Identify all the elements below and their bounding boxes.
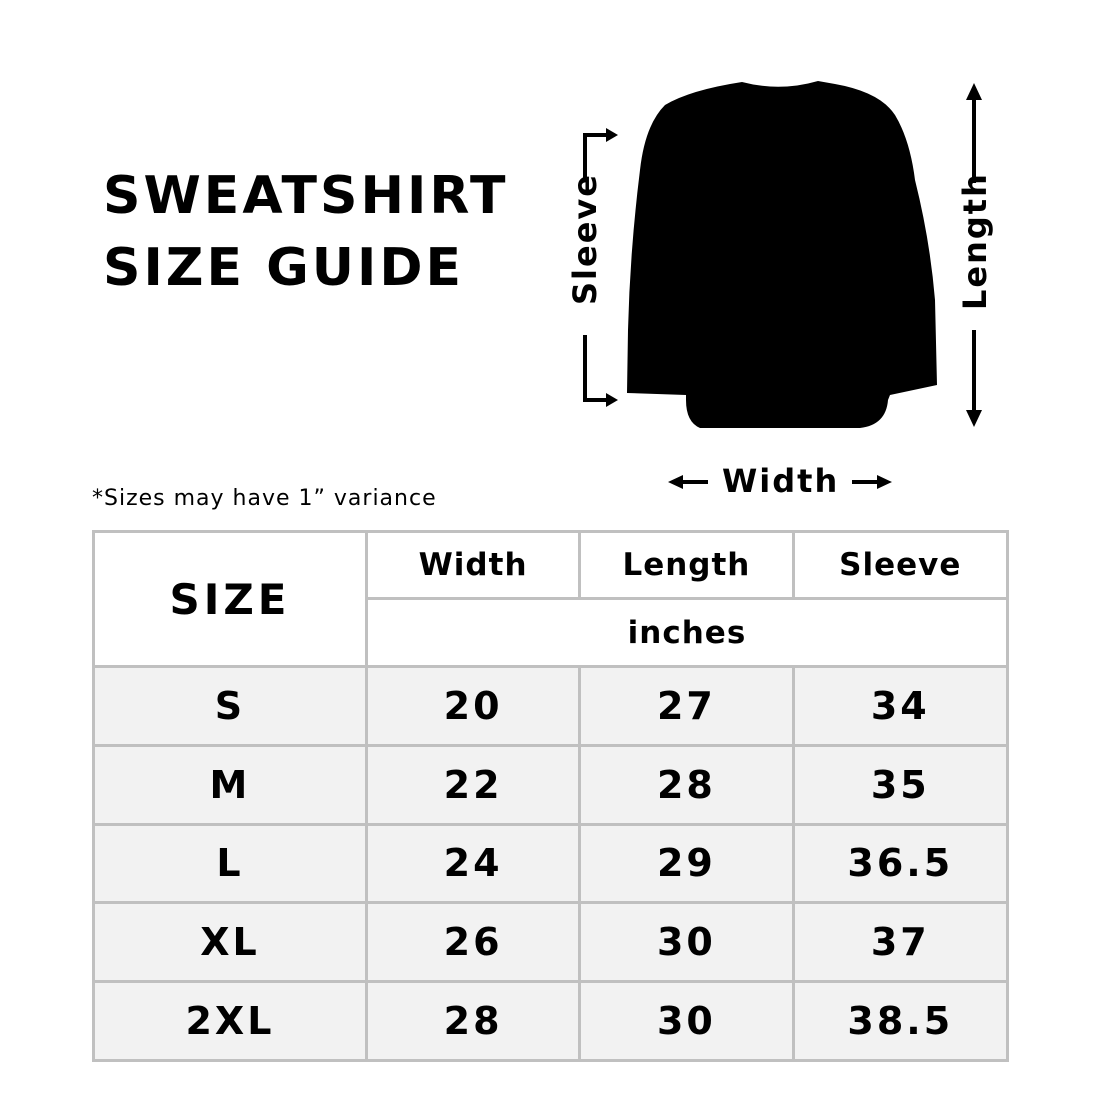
width-cell: 24: [364, 822, 582, 905]
width-cell: 26: [364, 901, 582, 984]
sleeve-cell: 37: [791, 901, 1010, 984]
sweatshirt-image: [627, 81, 937, 428]
length-cell: 27: [578, 665, 795, 747]
sleeve-cell: 35: [791, 743, 1010, 826]
table-row: L 24 29 36.5: [92, 822, 1010, 905]
length-arrow-icon: [966, 83, 982, 427]
size-cell: S: [92, 665, 368, 747]
length-cell: 29: [578, 822, 795, 905]
length-cell: 28: [578, 743, 795, 826]
length-header: Length: [578, 530, 795, 600]
length-label: Length: [956, 172, 994, 310]
sleeve-label: Sleeve: [566, 173, 604, 305]
sleeve-cell: 36.5: [791, 822, 1010, 905]
sleeve-header: Sleeve: [791, 530, 1010, 600]
sleeve-bracket-icon: [583, 133, 608, 402]
table-row: 2XL 28 30 38.5: [92, 980, 1010, 1062]
length-cell: 30: [578, 980, 795, 1062]
sweatshirt-diagram: [583, 81, 982, 489]
size-table: SIZE Width Length Sleeve inches S 20 27 34 …: [92, 530, 1010, 1062]
size-cell: L: [92, 822, 368, 905]
size-cell: M: [92, 743, 368, 826]
table-row: S 20 27 34: [92, 665, 1010, 747]
size-cell: XL: [92, 901, 368, 984]
width-header: Width: [364, 530, 582, 600]
table-row: XL 26 30 37: [92, 901, 1010, 984]
sleeve-cell: 38.5: [791, 980, 1010, 1062]
variance-note: *Sizes may have 1” variance: [92, 486, 437, 511]
width-label: Width: [722, 462, 840, 500]
unit-header: inches: [364, 597, 1010, 668]
width-arrow-icon: [668, 475, 892, 489]
size-header: SIZE: [92, 530, 368, 668]
length-cell: 30: [578, 901, 795, 984]
width-cell: 20: [364, 665, 582, 747]
size-cell: 2XL: [92, 980, 368, 1062]
width-cell: 22: [364, 743, 582, 826]
title-line-2: SIZE GUIDE: [103, 238, 465, 298]
width-cell: 28: [364, 980, 582, 1062]
title-line-1: SWEATSHIRT: [103, 166, 509, 226]
page-title: SWEATSHIRT SIZE GUIDE: [103, 160, 509, 304]
table-row: M 22 28 35: [92, 743, 1010, 826]
sleeve-cell: 34: [791, 665, 1010, 747]
